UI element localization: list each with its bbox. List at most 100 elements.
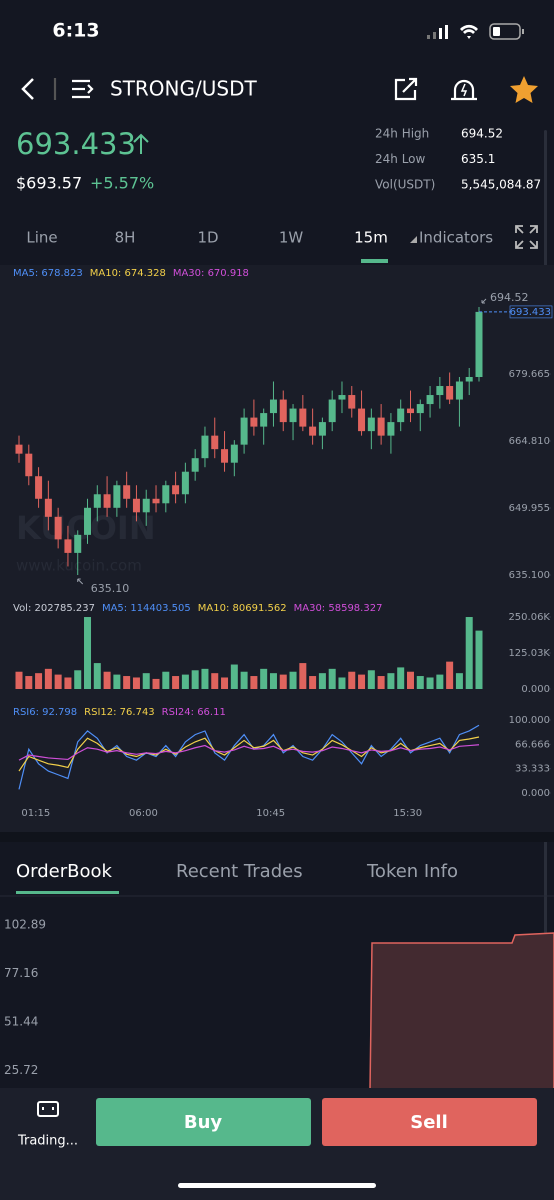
candle-body bbox=[201, 435, 209, 459]
volume-bar bbox=[74, 670, 82, 689]
depth-axis: 102.89 77.16 51.44 25.72 bbox=[4, 918, 46, 1078]
candle-body bbox=[162, 485, 170, 504]
interval-tab[interactable]: 8H bbox=[115, 229, 136, 247]
x-tick-label: 10:45 bbox=[256, 808, 285, 819]
volume-bar bbox=[309, 676, 317, 689]
trading-icon[interactable] bbox=[37, 1101, 59, 1117]
candle-body bbox=[338, 395, 346, 400]
last-price-box bbox=[509, 305, 553, 319]
interval-tab[interactable]: 1W bbox=[279, 229, 304, 247]
candle-body bbox=[299, 408, 307, 427]
candle-body bbox=[240, 417, 248, 445]
legend-entry: RSI6: 92.798 bbox=[13, 707, 77, 718]
volume-bar bbox=[465, 617, 473, 689]
candle-body bbox=[172, 485, 180, 495]
candle-body bbox=[250, 417, 258, 427]
volume-bar bbox=[25, 676, 33, 689]
candle-body bbox=[406, 408, 414, 414]
volume-bar bbox=[475, 630, 483, 689]
y-tick-label: 125.03K bbox=[508, 648, 550, 659]
watermark-url: www.kucoin.com bbox=[16, 557, 142, 575]
candle-body bbox=[358, 408, 366, 432]
volume-bar bbox=[113, 674, 121, 689]
candle-body bbox=[348, 395, 356, 409]
interval-tabs: Line 8H 1D 1W 15m Indicators bbox=[26, 229, 493, 247]
candle-body bbox=[211, 435, 219, 450]
low-marker-arrow bbox=[77, 578, 84, 585]
high-marker: 694.52 bbox=[490, 291, 529, 304]
volume-bar bbox=[44, 668, 52, 689]
candle-body bbox=[181, 471, 189, 495]
legend-entry: MA30: 58598.327 bbox=[294, 603, 383, 614]
interval-tab[interactable]: 15m bbox=[354, 229, 388, 247]
favorite-star[interactable] bbox=[510, 76, 538, 103]
candle-body bbox=[74, 534, 82, 553]
share-button[interactable] bbox=[394, 77, 418, 101]
sell-button[interactable] bbox=[322, 1098, 537, 1146]
volume-bar bbox=[142, 673, 150, 689]
interval-tab[interactable]: Indicators bbox=[419, 229, 493, 247]
interval-tab[interactable]: Line bbox=[26, 229, 57, 247]
fullscreen-button[interactable] bbox=[515, 225, 538, 249]
candle-body bbox=[103, 494, 111, 508]
chart-panel bbox=[0, 265, 554, 832]
candle-body bbox=[191, 458, 199, 472]
y-tick-label: 250.06K bbox=[508, 612, 550, 623]
candle-body bbox=[25, 453, 33, 477]
low-marker: 635.10 bbox=[91, 582, 130, 595]
orderbook-tab[interactable]: Token Info bbox=[366, 861, 458, 882]
y-tick-label: 0.000 bbox=[521, 788, 550, 799]
buy-button[interactable] bbox=[96, 1098, 311, 1146]
depth-tick-label: 77.16 bbox=[4, 966, 38, 980]
status-icons bbox=[427, 23, 524, 40]
stats: 24h High 694.52 24h Low 635.1 Vol(USDT) 5,545… bbox=[375, 127, 541, 192]
depth-tick-label: 102.89 bbox=[4, 918, 46, 932]
depth-tick-label: 51.44 bbox=[4, 1015, 38, 1029]
volume-bar bbox=[221, 677, 229, 689]
buy-label[interactable]: Buy bbox=[184, 1112, 223, 1133]
volume-bar bbox=[358, 674, 366, 689]
trading-label[interactable]: Trading... bbox=[17, 1134, 78, 1149]
legend-entry: MA10: 674.328 bbox=[90, 268, 166, 279]
back-button[interactable] bbox=[21, 78, 34, 100]
stat-value: 635.1 bbox=[461, 152, 495, 166]
volume-bar bbox=[250, 676, 258, 689]
active-tab-indicator bbox=[361, 259, 388, 263]
volume-bar bbox=[436, 674, 444, 689]
interval-tab[interactable]: 1D bbox=[197, 229, 218, 247]
volume-bar bbox=[211, 673, 219, 689]
volume-bar bbox=[93, 663, 101, 689]
volume-bar bbox=[181, 674, 189, 689]
divider bbox=[0, 832, 554, 842]
volume-bar bbox=[318, 673, 326, 689]
legend-entry: MA5: 114403.505 bbox=[102, 603, 191, 614]
alert-button[interactable] bbox=[451, 79, 477, 101]
volume-bar bbox=[387, 673, 395, 689]
orderbook-tabs: OrderBook Recent Trades Token Info bbox=[16, 861, 458, 882]
volume-bar bbox=[348, 671, 356, 689]
legend-entry: MA10: 80691.562 bbox=[198, 603, 287, 614]
volume-bar bbox=[299, 663, 307, 689]
volume-bar bbox=[191, 670, 199, 689]
orderbook-tab[interactable]: OrderBook bbox=[16, 861, 113, 882]
candle-body bbox=[279, 399, 287, 423]
candle-body bbox=[465, 376, 473, 382]
orderbook-tab[interactable]: Recent Trades bbox=[176, 861, 303, 882]
volume-bar bbox=[162, 671, 170, 689]
volume-bar bbox=[338, 677, 346, 689]
candle-body bbox=[142, 498, 150, 513]
candle-body bbox=[289, 408, 297, 423]
sell-label[interactable]: Sell bbox=[410, 1112, 448, 1133]
depth-tick-label: 25.72 bbox=[4, 1063, 38, 1077]
volume-bar bbox=[15, 671, 23, 689]
candle-body bbox=[15, 444, 23, 454]
volume-bar bbox=[446, 661, 454, 689]
indicators-caret bbox=[410, 236, 417, 243]
candle-body bbox=[387, 422, 395, 436]
candle-body bbox=[446, 386, 454, 400]
menu-button[interactable] bbox=[53, 78, 94, 100]
volume-bar bbox=[172, 676, 180, 689]
candle-body bbox=[132, 498, 140, 513]
